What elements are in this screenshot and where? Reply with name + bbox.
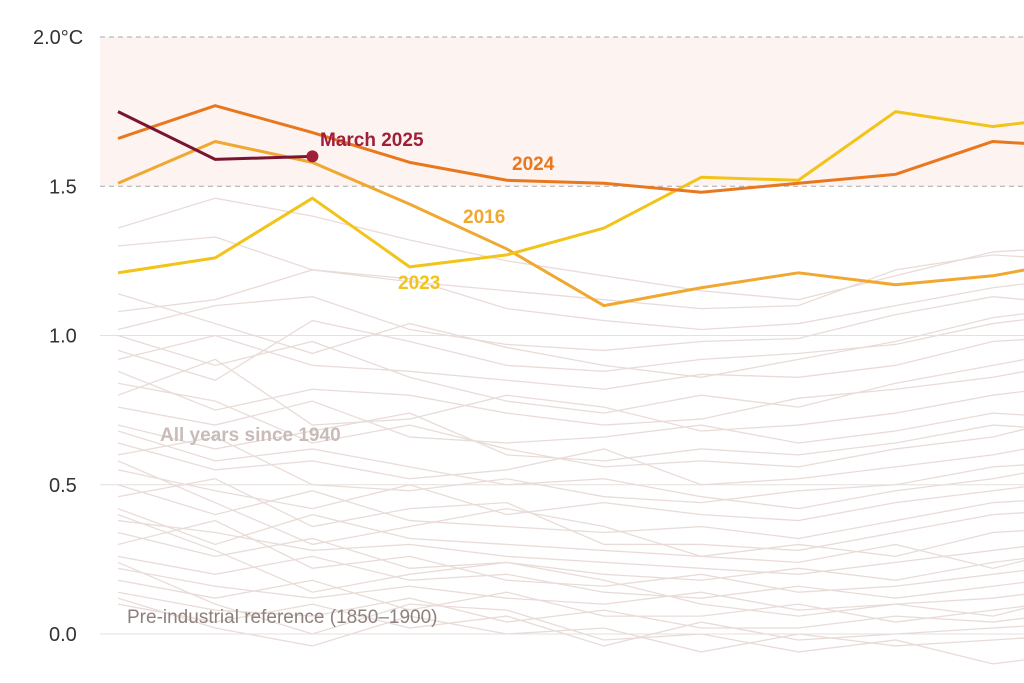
y-tick-label: 1.5 [49, 176, 77, 198]
background-year-line [117, 358, 1024, 432]
background-year-line [117, 319, 1024, 381]
background-year-line [117, 296, 1024, 352]
latest-point-marker [306, 150, 319, 163]
background-year-line [117, 597, 1024, 653]
background-series-label: All years since 1940 [160, 425, 341, 446]
series-label-2024: 2024 [512, 154, 555, 175]
background-year-line [117, 508, 1024, 558]
background-year-line [117, 269, 1024, 331]
background-year-line [117, 519, 1024, 593]
background-year-line [117, 370, 1024, 426]
background-year-line [117, 460, 1024, 569]
background-year-line [117, 555, 1024, 599]
background-year-line [117, 400, 1024, 444]
background-year-line [117, 382, 1024, 468]
background-year-line [117, 567, 1024, 611]
y-tick-label: 1.0 [49, 326, 77, 348]
background-year-line [117, 436, 1024, 504]
series-line-2023 [117, 110, 1024, 275]
background-year-line [117, 603, 1024, 647]
series-label-2023: 2023 [398, 273, 440, 294]
background-year-line [117, 430, 1024, 510]
threshold-band [100, 37, 1024, 187]
background-year-line [117, 478, 1024, 552]
series-line-2016 [117, 139, 1024, 308]
background-year-line [117, 469, 1024, 522]
series-line-2025 [117, 110, 313, 161]
background-year-line [117, 334, 1024, 414]
background-year-line [117, 531, 1024, 581]
background-year-line [117, 412, 1024, 462]
y-tick-label: 2.0°C [33, 27, 83, 49]
y-tick-label: 0.0 [49, 624, 77, 646]
background-year-line [117, 293, 1024, 378]
series-line-2024 [117, 104, 1024, 194]
y-tick-label: 0.5 [49, 475, 77, 497]
reference-label: Pre-industrial reference (1850–1900) [127, 607, 438, 628]
series-label-2016: 2016 [463, 207, 505, 228]
background-year-line [117, 236, 1024, 310]
background-year-line [117, 484, 1024, 540]
background-year-line [117, 197, 1024, 301]
background-year-line [117, 334, 1024, 390]
background-year-line [117, 442, 1024, 486]
background-year-line [117, 561, 1024, 665]
background-year-line [117, 513, 1024, 617]
background-year-line [117, 591, 1024, 629]
background-year-line [117, 519, 1024, 575]
series-label-march-2025: March 2025 [320, 130, 424, 151]
